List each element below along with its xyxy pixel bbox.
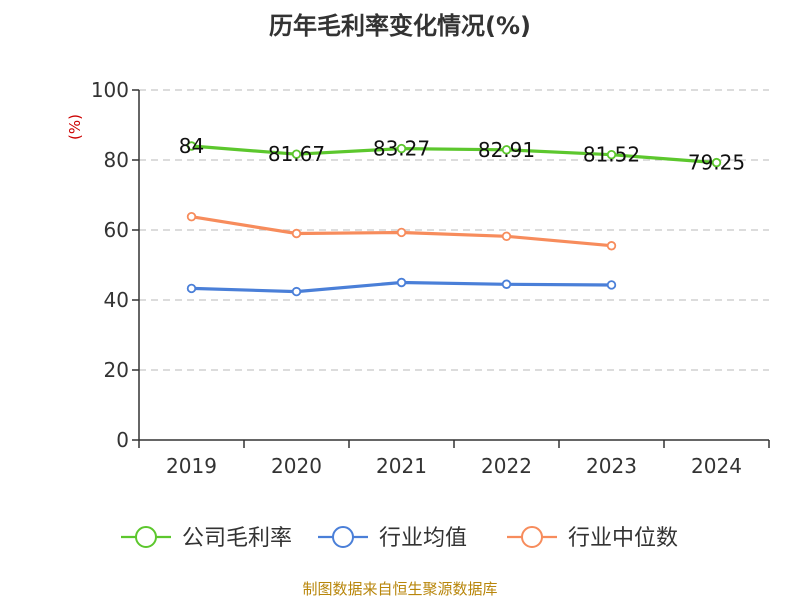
data-point <box>186 283 197 294</box>
data-point <box>396 227 407 238</box>
data-label: 81.52 <box>583 143 640 167</box>
legend-item-1[interactable]: 公司毛利率 <box>121 526 292 551</box>
y-tick-label: 0 <box>116 428 129 452</box>
data-point <box>606 149 617 160</box>
data-point <box>711 157 722 168</box>
data-point <box>501 279 512 289</box>
y-axis-unit: (%) <box>66 114 84 140</box>
x-tick-label-2022: 2022 <box>481 454 532 478</box>
data-label: 81.67 <box>268 142 325 166</box>
x-tick-label-2023: 2023 <box>586 454 637 478</box>
data-label: 79.25 <box>688 151 745 175</box>
data-point <box>501 145 512 155</box>
legend-label: 公司毛利率 <box>182 526 292 551</box>
x-tick-label-2020: 2020 <box>271 454 322 478</box>
axes <box>132 89 770 448</box>
y-tick-label: 40 <box>104 288 129 312</box>
y-tick-labels: 0 20 40 60 80 100 <box>91 78 129 452</box>
data-point <box>291 149 302 159</box>
legend[interactable]: 公司毛利率 行业均值 行业中位数 <box>121 526 678 551</box>
chart-title: 历年毛利率变化情况(%) <box>269 12 531 40</box>
legend-item-2[interactable]: 行业均值 <box>318 526 467 551</box>
x-tick-label-2024: 2024 <box>691 454 742 478</box>
data-point <box>606 280 617 290</box>
data-point <box>396 143 407 154</box>
legend-item-3[interactable]: 行业中位数 <box>507 526 678 551</box>
series-lines <box>186 141 722 297</box>
data-point <box>186 211 197 222</box>
data-point <box>501 231 512 241</box>
legend-label: 行业中位数 <box>568 526 678 551</box>
y-tick-label: 60 <box>104 218 129 242</box>
series-line-1 <box>191 144 717 165</box>
legend-label: 行业均值 <box>379 526 467 551</box>
legend-marker <box>521 526 543 548</box>
legend-marker <box>332 526 354 548</box>
data-labels: 84 81.67 83.27 82.91 81.52 79.25 <box>179 134 745 175</box>
data-point <box>186 141 197 151</box>
grid-lines <box>139 89 769 371</box>
x-tick-labels: 2019 2020 2021 2022 2023 2024 <box>166 454 742 478</box>
data-label: 83.27 <box>373 137 430 161</box>
source-note: 制图数据来自恒生聚源数据库 <box>302 580 497 598</box>
data-point <box>396 277 407 288</box>
data-point <box>291 286 302 297</box>
data-label: 82.91 <box>478 138 535 162</box>
data-label: 84 <box>179 134 204 158</box>
y-tick-label: 100 <box>91 78 129 102</box>
data-point <box>291 228 302 239</box>
x-tick-label-2019: 2019 <box>166 454 217 478</box>
legend-marker <box>135 526 157 548</box>
y-tick-label: 20 <box>104 358 129 382</box>
x-tick-label-2021: 2021 <box>376 454 427 478</box>
y-tick-label: 80 <box>104 148 129 172</box>
data-point <box>606 241 617 251</box>
